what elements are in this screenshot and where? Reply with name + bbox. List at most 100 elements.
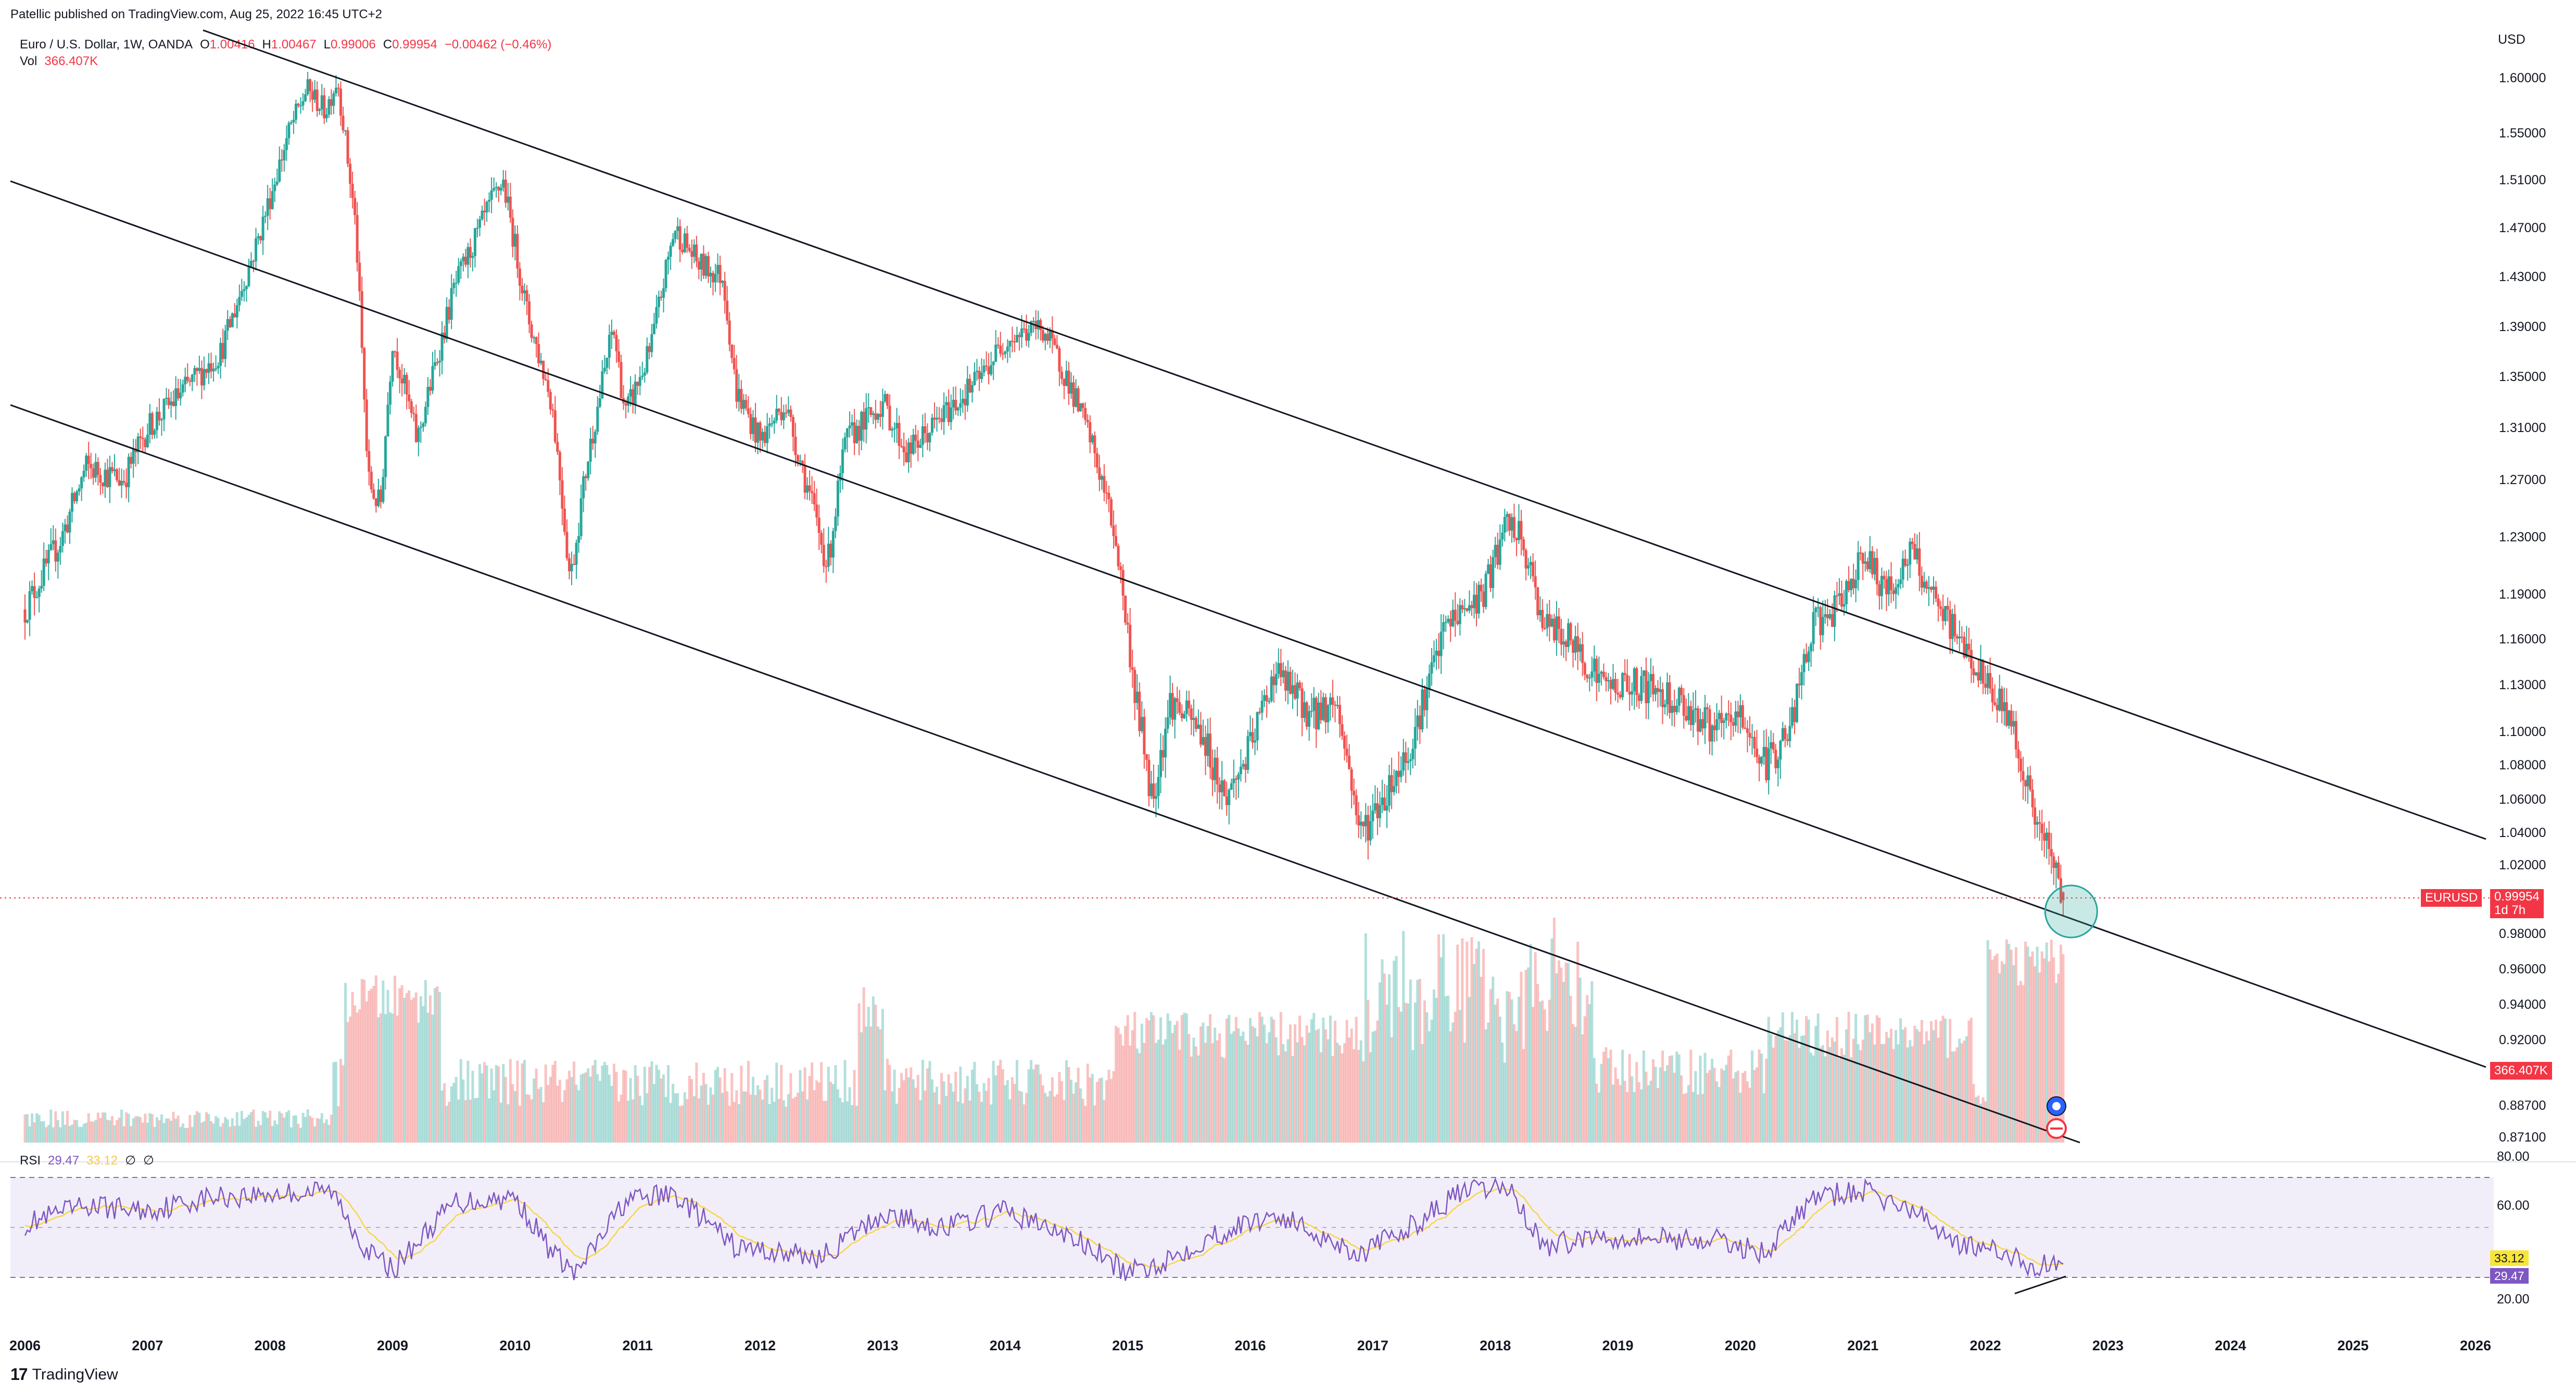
price-tick-label: 1.27000	[2499, 473, 2546, 487]
candle-body	[285, 138, 288, 150]
volume-bar	[1333, 1020, 1336, 1143]
candle-body	[1480, 585, 1483, 592]
volume-bar	[1107, 1069, 1110, 1143]
candle-body	[1336, 705, 1339, 706]
candle-body	[1171, 693, 1174, 720]
volume-bar	[1327, 1039, 1330, 1143]
candle-body	[1868, 551, 1872, 569]
volume-bar	[820, 1062, 823, 1143]
volume-bar	[544, 1064, 547, 1143]
candle-body	[351, 184, 354, 198]
candle-body	[75, 491, 79, 501]
volume-bar	[582, 1073, 585, 1143]
volume-bar	[1878, 1017, 1881, 1143]
volume-bar	[1463, 1043, 1466, 1143]
volume-bar	[916, 1075, 919, 1143]
candle-body	[926, 433, 929, 442]
footer-brand[interactable]: 17 TradingView	[10, 1365, 118, 1384]
candle-body	[1025, 328, 1028, 341]
candle-body	[452, 283, 456, 288]
candle-body	[116, 469, 119, 480]
volume-bar	[1185, 1013, 1188, 1143]
volume-bar	[1923, 1044, 1926, 1143]
volume-bar	[389, 1012, 392, 1143]
channel-lines[interactable]	[10, 29, 2486, 1144]
highlight-circle[interactable]	[2044, 884, 2098, 939]
candle-body	[938, 417, 941, 419]
volume-bar	[249, 1112, 252, 1143]
volume-bar	[1517, 996, 1520, 1143]
candle-body	[1666, 682, 1669, 705]
candle-body	[1291, 685, 1294, 694]
volume-bar	[905, 1068, 908, 1143]
candle-body	[652, 323, 655, 334]
volume-bar	[1214, 1028, 1217, 1143]
volume-bar	[318, 1119, 321, 1143]
volume-bar	[1341, 1053, 1344, 1143]
volume-legend[interactable]: Vol 366.407K	[20, 54, 98, 69]
candle-body	[952, 400, 955, 408]
channel-line-middle[interactable]	[10, 180, 2486, 1068]
volume-bar	[454, 1076, 458, 1143]
rsi-divergence-line[interactable]	[2014, 1275, 2066, 1295]
candle-body	[1454, 610, 1457, 621]
candle-body	[1781, 728, 1784, 741]
volume-bar	[1180, 1015, 1183, 1143]
candle-body	[1112, 525, 1115, 536]
rsi-value-tag: 29.47	[2490, 1268, 2529, 1284]
channel-line-lower[interactable]	[10, 404, 2080, 1144]
candle-body	[31, 586, 34, 591]
volume-bar	[1550, 938, 1554, 1143]
channel-line-upper[interactable]	[203, 29, 2486, 840]
rsi-legend[interactable]: RSI 29.47 33.12 ∅ ∅	[20, 1153, 154, 1168]
volume-bar	[1816, 1013, 1820, 1143]
volume-label: Vol	[20, 54, 37, 68]
volume-bar	[1112, 1071, 1115, 1143]
candle-body	[620, 362, 623, 398]
time-tick-label: 2006	[9, 1338, 41, 1353]
volume-bar	[1557, 960, 1560, 1143]
candle-body	[332, 93, 335, 106]
candle-body	[249, 261, 252, 267]
candle-body	[1567, 623, 1570, 647]
volume-bar	[1404, 1003, 1407, 1143]
candle-body	[1223, 780, 1226, 797]
volume-bar	[667, 1065, 670, 1143]
volume-bar	[690, 1079, 693, 1143]
candle-body	[1569, 623, 1572, 641]
event-icons[interactable]	[2046, 1096, 2067, 1139]
volume-bar	[817, 1082, 820, 1143]
candle-body	[1548, 614, 1551, 627]
volume-bar	[1274, 1037, 1278, 1143]
candle-body	[1810, 644, 1813, 652]
volume-bar	[2054, 983, 2057, 1143]
volume-bar	[374, 975, 377, 1143]
candle-body	[207, 363, 210, 373]
volume-bar	[1875, 1015, 1878, 1143]
volume-bar	[1317, 1029, 1320, 1143]
candle-body	[118, 480, 121, 486]
instrument-legend[interactable]: Euro / U.S. Dollar, 1W, OANDA O1.00416 H…	[20, 37, 551, 52]
volume-bar	[1051, 1077, 1054, 1143]
volume-bar	[1338, 1045, 1341, 1143]
volume-bar	[1303, 1045, 1306, 1143]
candle-body	[930, 417, 933, 433]
volume-bar	[384, 1013, 387, 1143]
volume-bar	[1496, 998, 1499, 1143]
candle-body	[40, 586, 43, 589]
volume-bar	[299, 1127, 302, 1143]
volume-bar	[1842, 1055, 1846, 1143]
volume-bar	[1416, 980, 1419, 1143]
volume-bar	[379, 1013, 382, 1143]
publisher-line: Patellic published on TradingView.com, A…	[10, 7, 383, 21]
candle-body	[1161, 750, 1165, 758]
candle-body	[1840, 593, 1843, 607]
candle-body	[1348, 755, 1351, 769]
candle-body	[45, 558, 48, 564]
candle-body	[1117, 546, 1120, 566]
candle-body	[1631, 691, 1634, 695]
volume-bar	[339, 1059, 342, 1143]
candle-body	[1407, 761, 1410, 763]
candle-body	[1960, 636, 1963, 638]
